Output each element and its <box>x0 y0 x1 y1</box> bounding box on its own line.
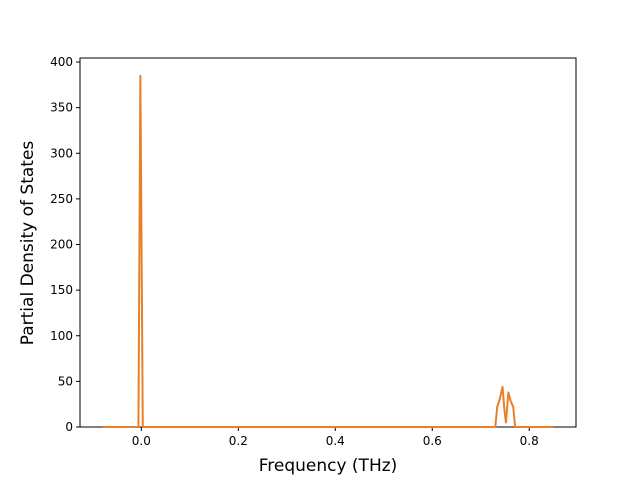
x-tick-label: 0.0 <box>132 434 151 448</box>
y-tick-label: 100 <box>50 329 73 343</box>
y-axis-label: Partial Density of States <box>18 141 38 346</box>
data-line <box>102 74 554 428</box>
y-tick-label: 350 <box>50 101 73 115</box>
x-tick-label: 0.8 <box>520 434 539 448</box>
y-tick-label: 0 <box>65 420 73 434</box>
y-tick-label: 200 <box>50 238 73 252</box>
y-tick-label: 400 <box>50 55 73 69</box>
y-tick-label: 150 <box>50 283 73 297</box>
y-tick-label: 50 <box>58 374 73 388</box>
x-tick-label: 0.2 <box>229 434 248 448</box>
x-tick-label: 0.6 <box>423 434 442 448</box>
y-tick-label: 300 <box>50 146 73 160</box>
x-tick-label: 0.4 <box>326 434 345 448</box>
plot-frame <box>79 57 577 428</box>
y-tick-label: 250 <box>50 192 73 206</box>
x-axis-label: Frequency (THz) <box>259 456 398 476</box>
